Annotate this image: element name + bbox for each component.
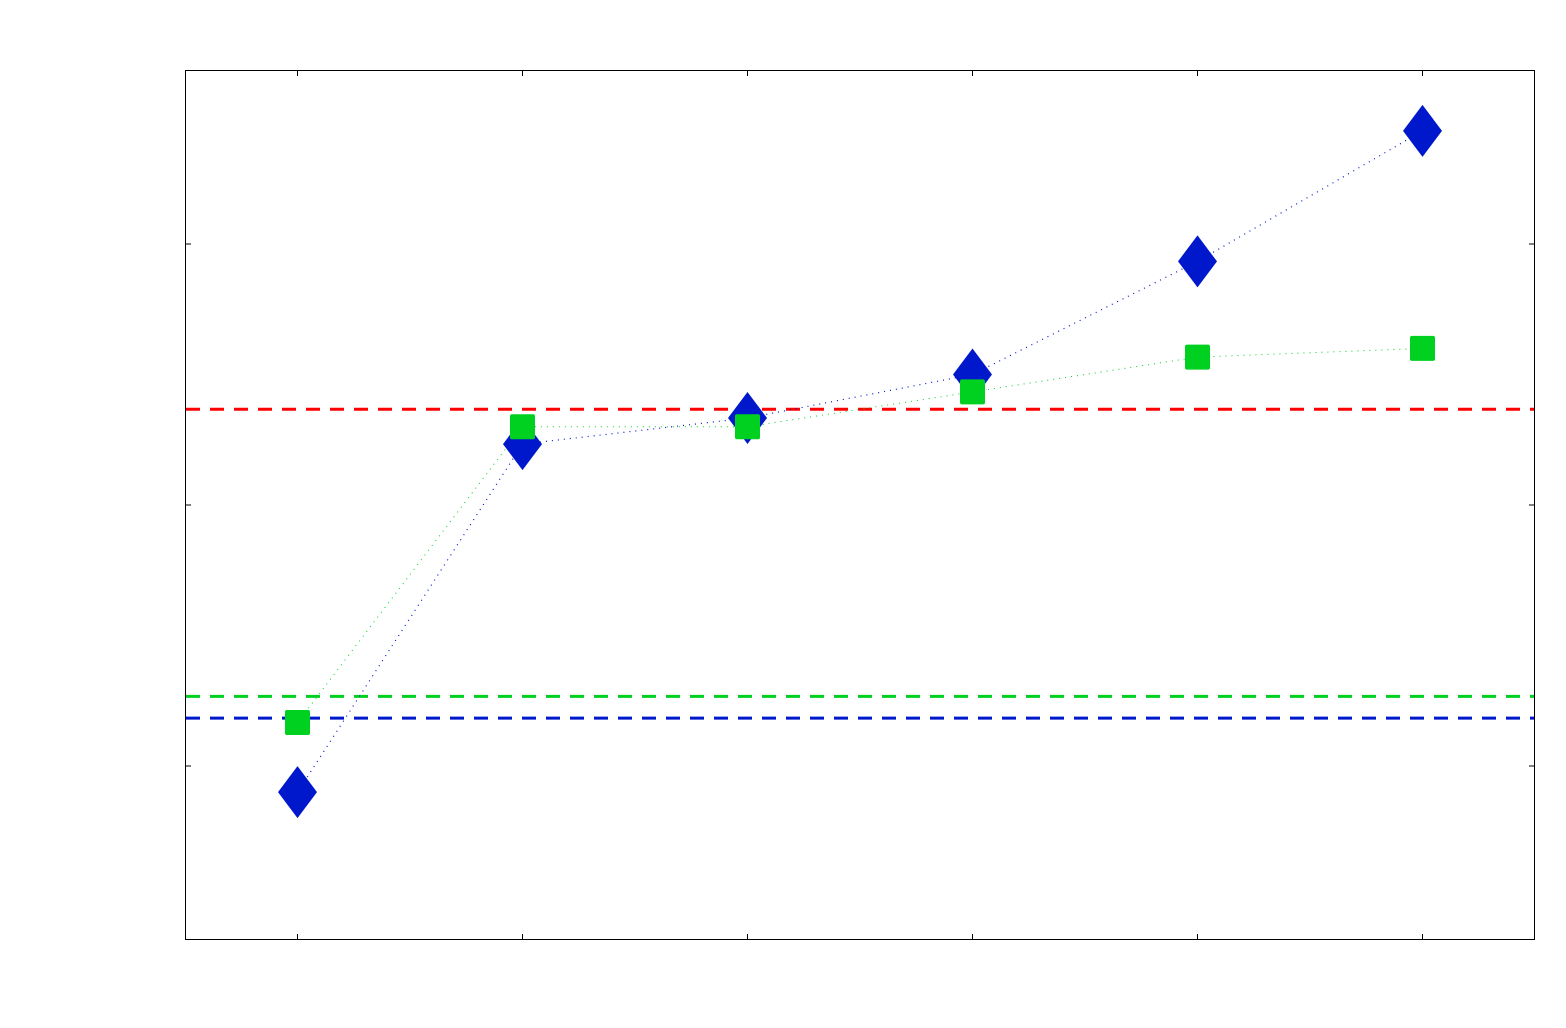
square-marker [960,379,985,404]
chart-container [185,70,1535,940]
square-marker [510,414,535,439]
square-marker [1185,345,1210,370]
square-marker [1410,336,1435,361]
line-chart [185,70,1535,940]
square-marker [285,710,310,735]
square-marker [735,414,760,439]
